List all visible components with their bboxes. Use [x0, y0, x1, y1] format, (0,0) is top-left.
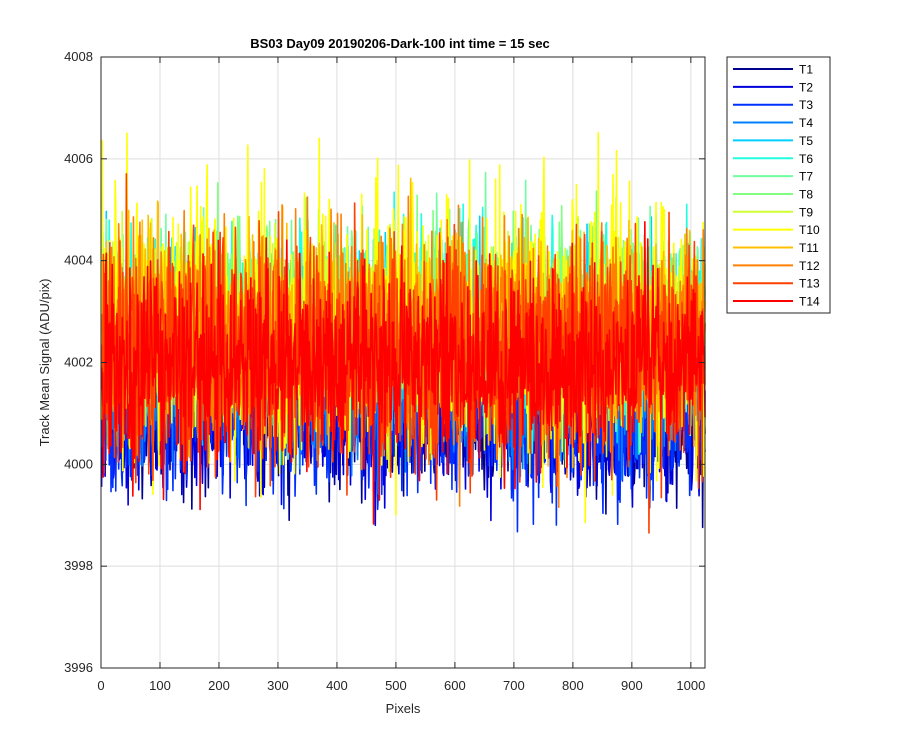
- legend-label-t11: T11: [799, 241, 819, 255]
- legend-label-t10: T10: [799, 223, 820, 237]
- legend-label-t5: T5: [799, 134, 813, 148]
- legend-label-t14: T14: [799, 295, 820, 309]
- x-tick-label: 300: [267, 678, 289, 693]
- legend-label-t8: T8: [799, 187, 813, 201]
- x-axis-label: Pixels: [386, 701, 421, 716]
- x-tick-label: 200: [208, 678, 230, 693]
- chart-title: BS03 Day09 20190206-Dark-100 int time = …: [250, 36, 550, 51]
- y-tick-label: 4002: [64, 355, 93, 370]
- legend-label-t9: T9: [799, 205, 813, 219]
- x-tick-label: 400: [326, 678, 348, 693]
- x-tick-label: 100: [149, 678, 171, 693]
- legend: T1 T2 T3 T4 T5 T6 T7 T8 T9 T10 T11 T12 T13 T14: [726, 56, 831, 314]
- y-tick-label: 3998: [64, 558, 93, 573]
- y-tick-label: 4004: [64, 253, 93, 268]
- series-lines: [100, 131, 706, 534]
- y-tick-label: 4006: [64, 151, 93, 166]
- legend-label-t7: T7: [799, 170, 813, 184]
- legend-box: [726, 56, 831, 314]
- legend-label-t2: T2: [799, 80, 813, 94]
- y-tick-label: 4008: [64, 49, 93, 64]
- axis-ticks: 0 100 200 300 400 500 600 700 800 900 1000 3996 3998…: [64, 49, 705, 693]
- legend-label-t12: T12: [799, 259, 820, 273]
- legend-label-t6: T6: [799, 152, 813, 166]
- x-tick-label: 700: [503, 678, 525, 693]
- x-tick-label: 900: [621, 678, 643, 693]
- x-tick-label: 1000: [676, 678, 705, 693]
- legend-label-t3: T3: [799, 98, 813, 112]
- legend-label-t1: T1: [799, 63, 813, 77]
- x-tick-label: 800: [562, 678, 584, 693]
- x-tick-label: 500: [385, 678, 407, 693]
- x-tick-label: 600: [444, 678, 466, 693]
- y-tick-label: 3996: [64, 660, 93, 675]
- y-axis-label: Track Mean Signal (ADU/pix): [37, 279, 52, 447]
- legend-label-t13: T13: [799, 277, 820, 291]
- y-tick-label: 4000: [64, 456, 93, 471]
- series-line-t14: [100, 220, 706, 525]
- x-tick-label: 0: [97, 678, 104, 693]
- legend-label-t4: T4: [799, 116, 813, 130]
